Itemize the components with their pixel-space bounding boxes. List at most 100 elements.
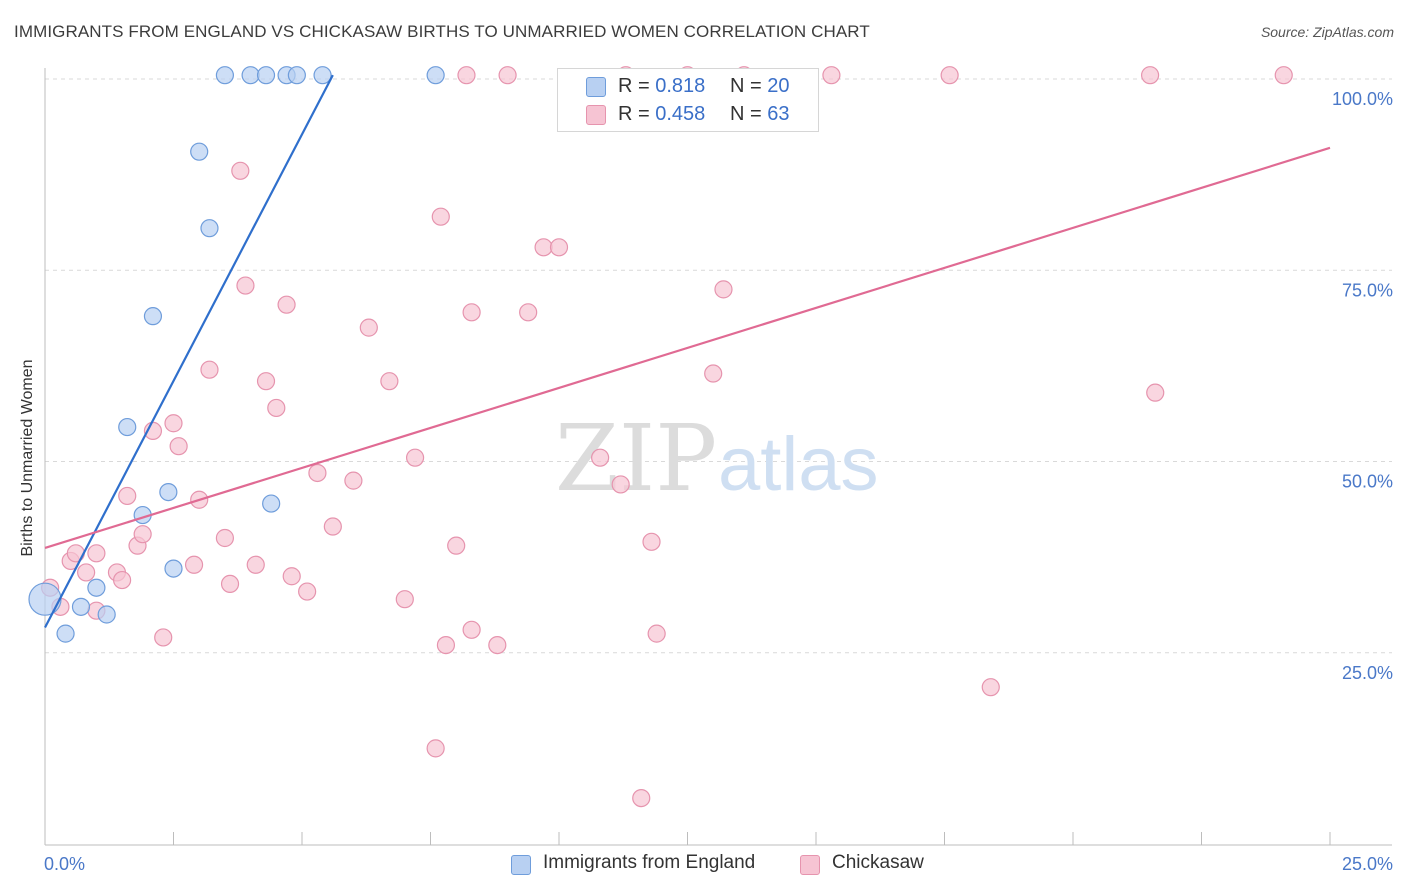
point-chickasaw bbox=[277, 295, 296, 314]
point-chickasaw bbox=[246, 555, 265, 574]
point-immigrants-from-england bbox=[426, 66, 445, 85]
point-immigrants-from-england bbox=[200, 219, 219, 238]
point-immigrants-from-england bbox=[97, 605, 116, 624]
point-chickasaw bbox=[184, 555, 204, 574]
trend-lines bbox=[44, 74, 1331, 629]
watermark-atlas: atlas bbox=[718, 422, 879, 507]
legend-swatch-pink bbox=[586, 105, 606, 125]
point-chickasaw bbox=[118, 486, 137, 506]
point-chickasaw bbox=[308, 463, 327, 483]
point-chickasaw bbox=[498, 66, 517, 85]
point-chickasaw bbox=[298, 582, 317, 601]
point-immigrants-from-england bbox=[190, 142, 209, 161]
point-chickasaw bbox=[256, 372, 276, 391]
bottom-legend-swatch-blue bbox=[511, 855, 531, 875]
point-chickasaw bbox=[647, 624, 666, 643]
legend-r-blue: R = 0.818 bbox=[618, 75, 706, 97]
point-chickasaw bbox=[940, 66, 959, 85]
point-chickasaw bbox=[488, 635, 507, 655]
point-chickasaw bbox=[549, 238, 569, 257]
y-tick-label: 25.0% bbox=[1342, 663, 1393, 683]
point-chickasaw bbox=[436, 635, 456, 655]
point-immigrants-from-england bbox=[118, 417, 137, 437]
legend-row-pink: R = 0.458 N = 63 bbox=[558, 101, 818, 129]
point-immigrants-from-england bbox=[28, 582, 62, 616]
x-tick-label-max: 25.0% bbox=[1342, 854, 1393, 874]
point-chickasaw bbox=[462, 620, 481, 639]
legend-r-value-pink: 0.458 bbox=[655, 103, 706, 125]
y-axis-label: Births to Unmarried Women bbox=[19, 359, 36, 556]
correlation-legend: R = 0.818 N = 20 R = 0.458 N = 63 bbox=[557, 68, 819, 132]
point-immigrants-from-england bbox=[87, 578, 106, 597]
legend-swatch-blue bbox=[586, 77, 606, 97]
point-immigrants-from-england bbox=[71, 597, 91, 616]
point-chickasaw bbox=[282, 567, 301, 586]
point-immigrants-from-england bbox=[164, 559, 183, 578]
point-chickasaw bbox=[642, 532, 661, 551]
point-immigrants-from-england bbox=[262, 494, 281, 513]
point-chickasaw bbox=[981, 678, 1000, 697]
point-chickasaw bbox=[457, 66, 476, 85]
point-chickasaw bbox=[231, 161, 250, 180]
point-chickasaw bbox=[714, 280, 733, 299]
point-chickasaw bbox=[395, 590, 414, 609]
point-chickasaw bbox=[236, 276, 255, 295]
y-tick-label: 100.0% bbox=[1332, 89, 1393, 109]
point-chickasaw bbox=[462, 303, 481, 322]
point-chickasaw bbox=[1274, 66, 1293, 85]
point-chickasaw bbox=[169, 437, 188, 456]
point-chickasaw bbox=[164, 414, 183, 433]
point-chickasaw bbox=[344, 471, 363, 490]
point-chickasaw bbox=[154, 628, 173, 647]
legend-row-blue: R = 0.818 N = 20 bbox=[558, 73, 818, 101]
watermark: ZIP atlas bbox=[555, 405, 879, 512]
trend-line-immigrants-from-england bbox=[44, 74, 334, 629]
point-chickasaw bbox=[431, 207, 450, 226]
chart-title: IMMIGRANTS FROM ENGLAND VS CHICKASAW BIR… bbox=[14, 22, 870, 41]
point-immigrants-from-england bbox=[215, 66, 234, 85]
legend-n-pink: N = 63 bbox=[730, 103, 790, 125]
point-immigrants-from-england bbox=[159, 483, 178, 502]
legend-n-blue: N = 20 bbox=[730, 75, 790, 97]
series-legend: Immigrants from England Chickasaw bbox=[0, 852, 1406, 880]
point-chickasaw bbox=[200, 360, 219, 379]
y-tick-label: 75.0% bbox=[1342, 280, 1393, 300]
x-tick-label-min: 0.0% bbox=[44, 854, 85, 874]
bottom-legend-label-blue: Immigrants from England bbox=[543, 852, 756, 873]
legend-r-pink: R = 0.458 bbox=[618, 103, 706, 125]
bottom-legend-swatch-pink bbox=[800, 855, 820, 875]
point-immigrants-from-england bbox=[313, 66, 332, 85]
point-chickasaw bbox=[822, 66, 841, 85]
point-chickasaw bbox=[220, 574, 240, 594]
point-immigrants-from-england bbox=[256, 66, 276, 85]
point-chickasaw bbox=[323, 517, 342, 536]
point-chickasaw bbox=[87, 544, 106, 563]
legend-n-value-blue: 20 bbox=[767, 75, 790, 97]
point-chickasaw bbox=[447, 536, 466, 555]
point-chickasaw bbox=[534, 238, 553, 257]
legend-r-value-blue: 0.818 bbox=[655, 75, 706, 97]
point-chickasaw bbox=[704, 364, 723, 383]
point-chickasaw bbox=[611, 475, 630, 494]
point-immigrants-from-england bbox=[287, 66, 306, 85]
trend-line-chickasaw bbox=[44, 146, 1331, 549]
series-immigrants-from-england bbox=[28, 66, 445, 643]
point-chickasaw bbox=[112, 570, 132, 590]
point-chickasaw bbox=[1146, 383, 1165, 402]
point-chickasaw bbox=[380, 372, 399, 391]
point-chickasaw bbox=[359, 318, 378, 337]
point-immigrants-from-england bbox=[143, 307, 163, 326]
point-immigrants-from-england bbox=[241, 66, 260, 85]
point-chickasaw bbox=[519, 303, 538, 322]
point-chickasaw bbox=[1140, 66, 1160, 85]
point-immigrants-from-england bbox=[56, 624, 75, 643]
watermark-zip: ZIP bbox=[555, 405, 717, 512]
source-label: Source: ZipAtlas.com bbox=[1260, 24, 1394, 40]
y-tick-label: 50.0% bbox=[1342, 472, 1393, 492]
tick-labels: 25.0% 50.0% 75.0% 100.0% 0.0% 25.0% bbox=[44, 89, 1393, 874]
point-chickasaw bbox=[77, 563, 96, 582]
point-chickasaw bbox=[215, 528, 234, 548]
axes bbox=[44, 68, 1392, 846]
point-chickasaw bbox=[632, 788, 651, 808]
